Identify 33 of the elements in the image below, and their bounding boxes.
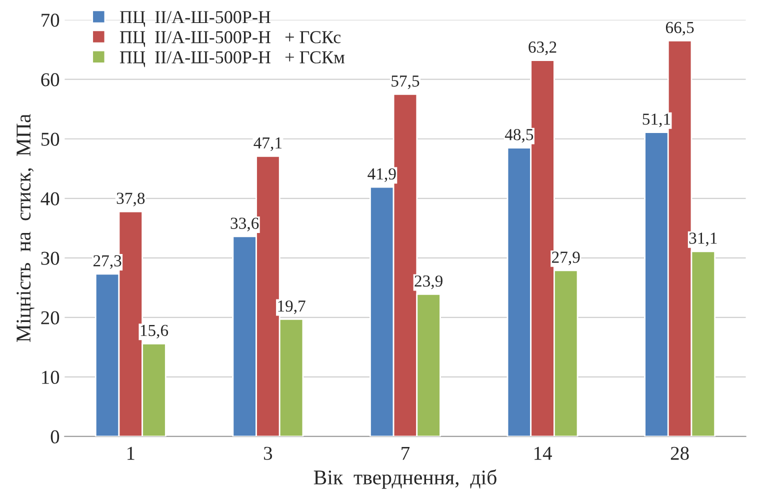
- x-axis-title: Вік тверднення, діб: [314, 469, 496, 489]
- y-tick-label: 10: [42, 370, 60, 384]
- data-label: 41,9: [368, 168, 396, 182]
- y-tick-label: 40: [40, 192, 60, 206]
- x-tick-label: 28: [670, 446, 689, 460]
- data-label: 33,6: [230, 218, 259, 232]
- legend-label: ПЦ II/А-Ш-500Р-Н + ГСКм: [120, 51, 345, 68]
- x-tick-label: 3: [264, 446, 272, 460]
- data-label: 57,5: [392, 76, 420, 90]
- y-tick-label: 70: [42, 14, 60, 27]
- data-label: 23,9: [414, 275, 442, 290]
- y-tick-label: 60: [41, 73, 60, 86]
- data-label: 31,1: [689, 232, 717, 246]
- x-tick-label: 7: [402, 446, 410, 460]
- x-tick-label: 14: [534, 446, 552, 460]
- data-label: 63,2: [528, 42, 556, 56]
- data-label: 66,5: [666, 22, 694, 36]
- data-label: 47,1: [254, 137, 282, 151]
- data-label: 15,6: [140, 324, 168, 338]
- y-tick-label: 20: [41, 311, 60, 324]
- legend-label: ПЦ II/А-Ш-500Р-Н: [120, 11, 270, 27]
- x-tick-label: 1: [128, 446, 134, 460]
- data-label: 27,9: [552, 252, 580, 266]
- y-axis-title: Міцність на стиск, МПа: [16, 114, 34, 342]
- data-label: 48,5: [504, 129, 534, 143]
- y-tick-label: 50: [42, 132, 60, 146]
- y-tick-label: 0: [50, 430, 60, 444]
- y-tick-label: 30: [41, 252, 60, 265]
- data-label: 51,1: [642, 114, 670, 128]
- legend-label: ПЦ II/А-Ш-500Р-Н + ГСКс: [120, 31, 341, 47]
- data-label: 19,7: [278, 300, 306, 314]
- data-label: 37,8: [116, 192, 145, 206]
- data-label: 27,3: [93, 255, 122, 269]
